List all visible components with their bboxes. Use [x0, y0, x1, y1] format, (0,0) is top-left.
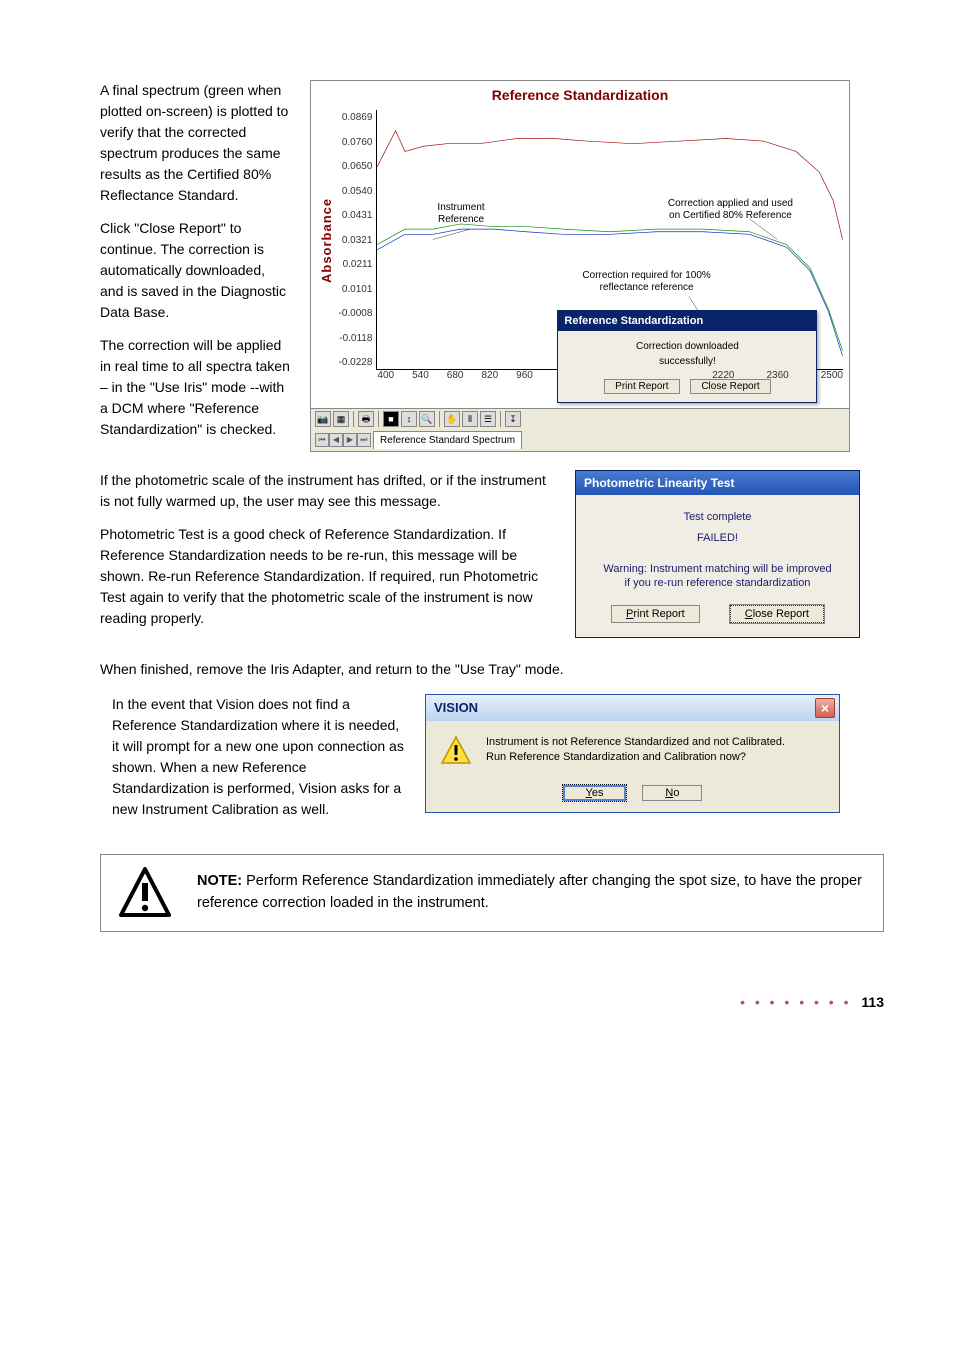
bars-icon[interactable]: ⫴ [462, 411, 478, 427]
page-footer: • • • • • • • • 113 [100, 992, 884, 1013]
page-number: 113 [861, 994, 884, 1010]
zoom-icon[interactable]: 🔍 [419, 411, 435, 427]
annotation-correction-applied: Correction applied and usedon Certified … [668, 198, 793, 222]
paragraph: When finished, remove the Iris Adapter, … [100, 659, 884, 680]
download-dialog-msg: Correction downloadedsuccessfully! [564, 339, 810, 369]
plot-area: InstrumentReference Correction applied a… [376, 110, 843, 370]
no-button[interactable]: No [642, 785, 702, 801]
palette-icon[interactable]: ■ [383, 411, 399, 427]
chart-toolbar: 📷 ▦ 🖶 ■ ↕ 🔍 ✋ ⫴ ☰ ↧ [311, 408, 849, 429]
paragraph: The correction will be applied in real t… [100, 335, 290, 440]
caution-icon [117, 865, 173, 921]
photometric-warning: Warning: Instrument matching will be imp… [586, 562, 849, 591]
camera-icon[interactable]: 📷 [315, 411, 331, 427]
export-icon[interactable]: ↧ [505, 411, 521, 427]
download-dialog-title: Reference Standardization [558, 311, 816, 332]
spectrum-tab[interactable]: Reference Standard Spectrum [373, 431, 522, 449]
y-ticks: 0.08690.07600.06500.05400.04310.03210.02… [339, 110, 377, 370]
paragraph: Photometric Test is a good check of Refe… [100, 524, 555, 629]
photometric-status-1: Test complete [586, 509, 849, 526]
paragraph: In the event that Vision does not find a… [112, 694, 405, 820]
spinner-icon[interactable]: ↕ [401, 411, 417, 427]
paragraph: Click "Close Report" to continue. The co… [100, 218, 290, 323]
warning-icon [440, 735, 472, 767]
photometric-dialog-title: Photometric Linearity Test [576, 471, 859, 495]
x-ticks: 400540680820960222023602500 [377, 368, 843, 383]
vision-dialog: VISION × Instrument is not Reference Sta… [425, 694, 840, 813]
note-text: NOTE: Perform Reference Standardization … [197, 871, 867, 915]
paragraph: A final spectrum (green when plotted on-… [100, 80, 290, 206]
paragraph: If the photometric scale of the instrume… [100, 470, 555, 512]
y-axis-label: Absorbance [315, 110, 339, 370]
yes-button[interactable]: Yes [563, 785, 627, 801]
legend-icon[interactable]: ☰ [480, 411, 496, 427]
last-tab-button[interactable]: ⏭ [357, 433, 371, 447]
vision-dialog-message: Instrument is not Reference Standardized… [486, 735, 785, 766]
annotation-instrument-ref: InstrumentReference [437, 202, 484, 226]
note-box: NOTE: Perform Reference Standardization … [100, 854, 884, 932]
photometric-close-button[interactable]: Close Report [730, 605, 824, 623]
photometric-status-2: FAILED! [586, 530, 849, 547]
annotation-correction-required: Correction required for 100%reflectance … [582, 270, 710, 294]
print-icon[interactable]: 🖶 [358, 411, 374, 427]
download-dialog: Reference Standardization Correction dow… [557, 310, 817, 404]
first-tab-button[interactable]: ⏮ [315, 433, 329, 447]
hand-icon[interactable]: ✋ [444, 411, 460, 427]
vision-dialog-title: VISION [434, 698, 478, 718]
photometric-dialog: Photometric Linearity Test Test complete… [575, 470, 860, 638]
footer-dots: • • • • • • • • [740, 994, 851, 1010]
prev-tab-button[interactable]: ◀ [329, 433, 343, 447]
photometric-print-button[interactable]: Print Report [611, 605, 700, 623]
grid-icon[interactable]: ▦ [333, 411, 349, 427]
chart-tabbar: ⏮ ◀ ▶ ⏭ Reference Standard Spectrum [311, 429, 849, 451]
close-icon[interactable]: × [815, 698, 835, 718]
chart-title: Reference Standardization [311, 81, 849, 106]
next-tab-button[interactable]: ▶ [343, 433, 357, 447]
chart-panel: Reference Standardization Absorbance 0.0… [310, 80, 850, 452]
